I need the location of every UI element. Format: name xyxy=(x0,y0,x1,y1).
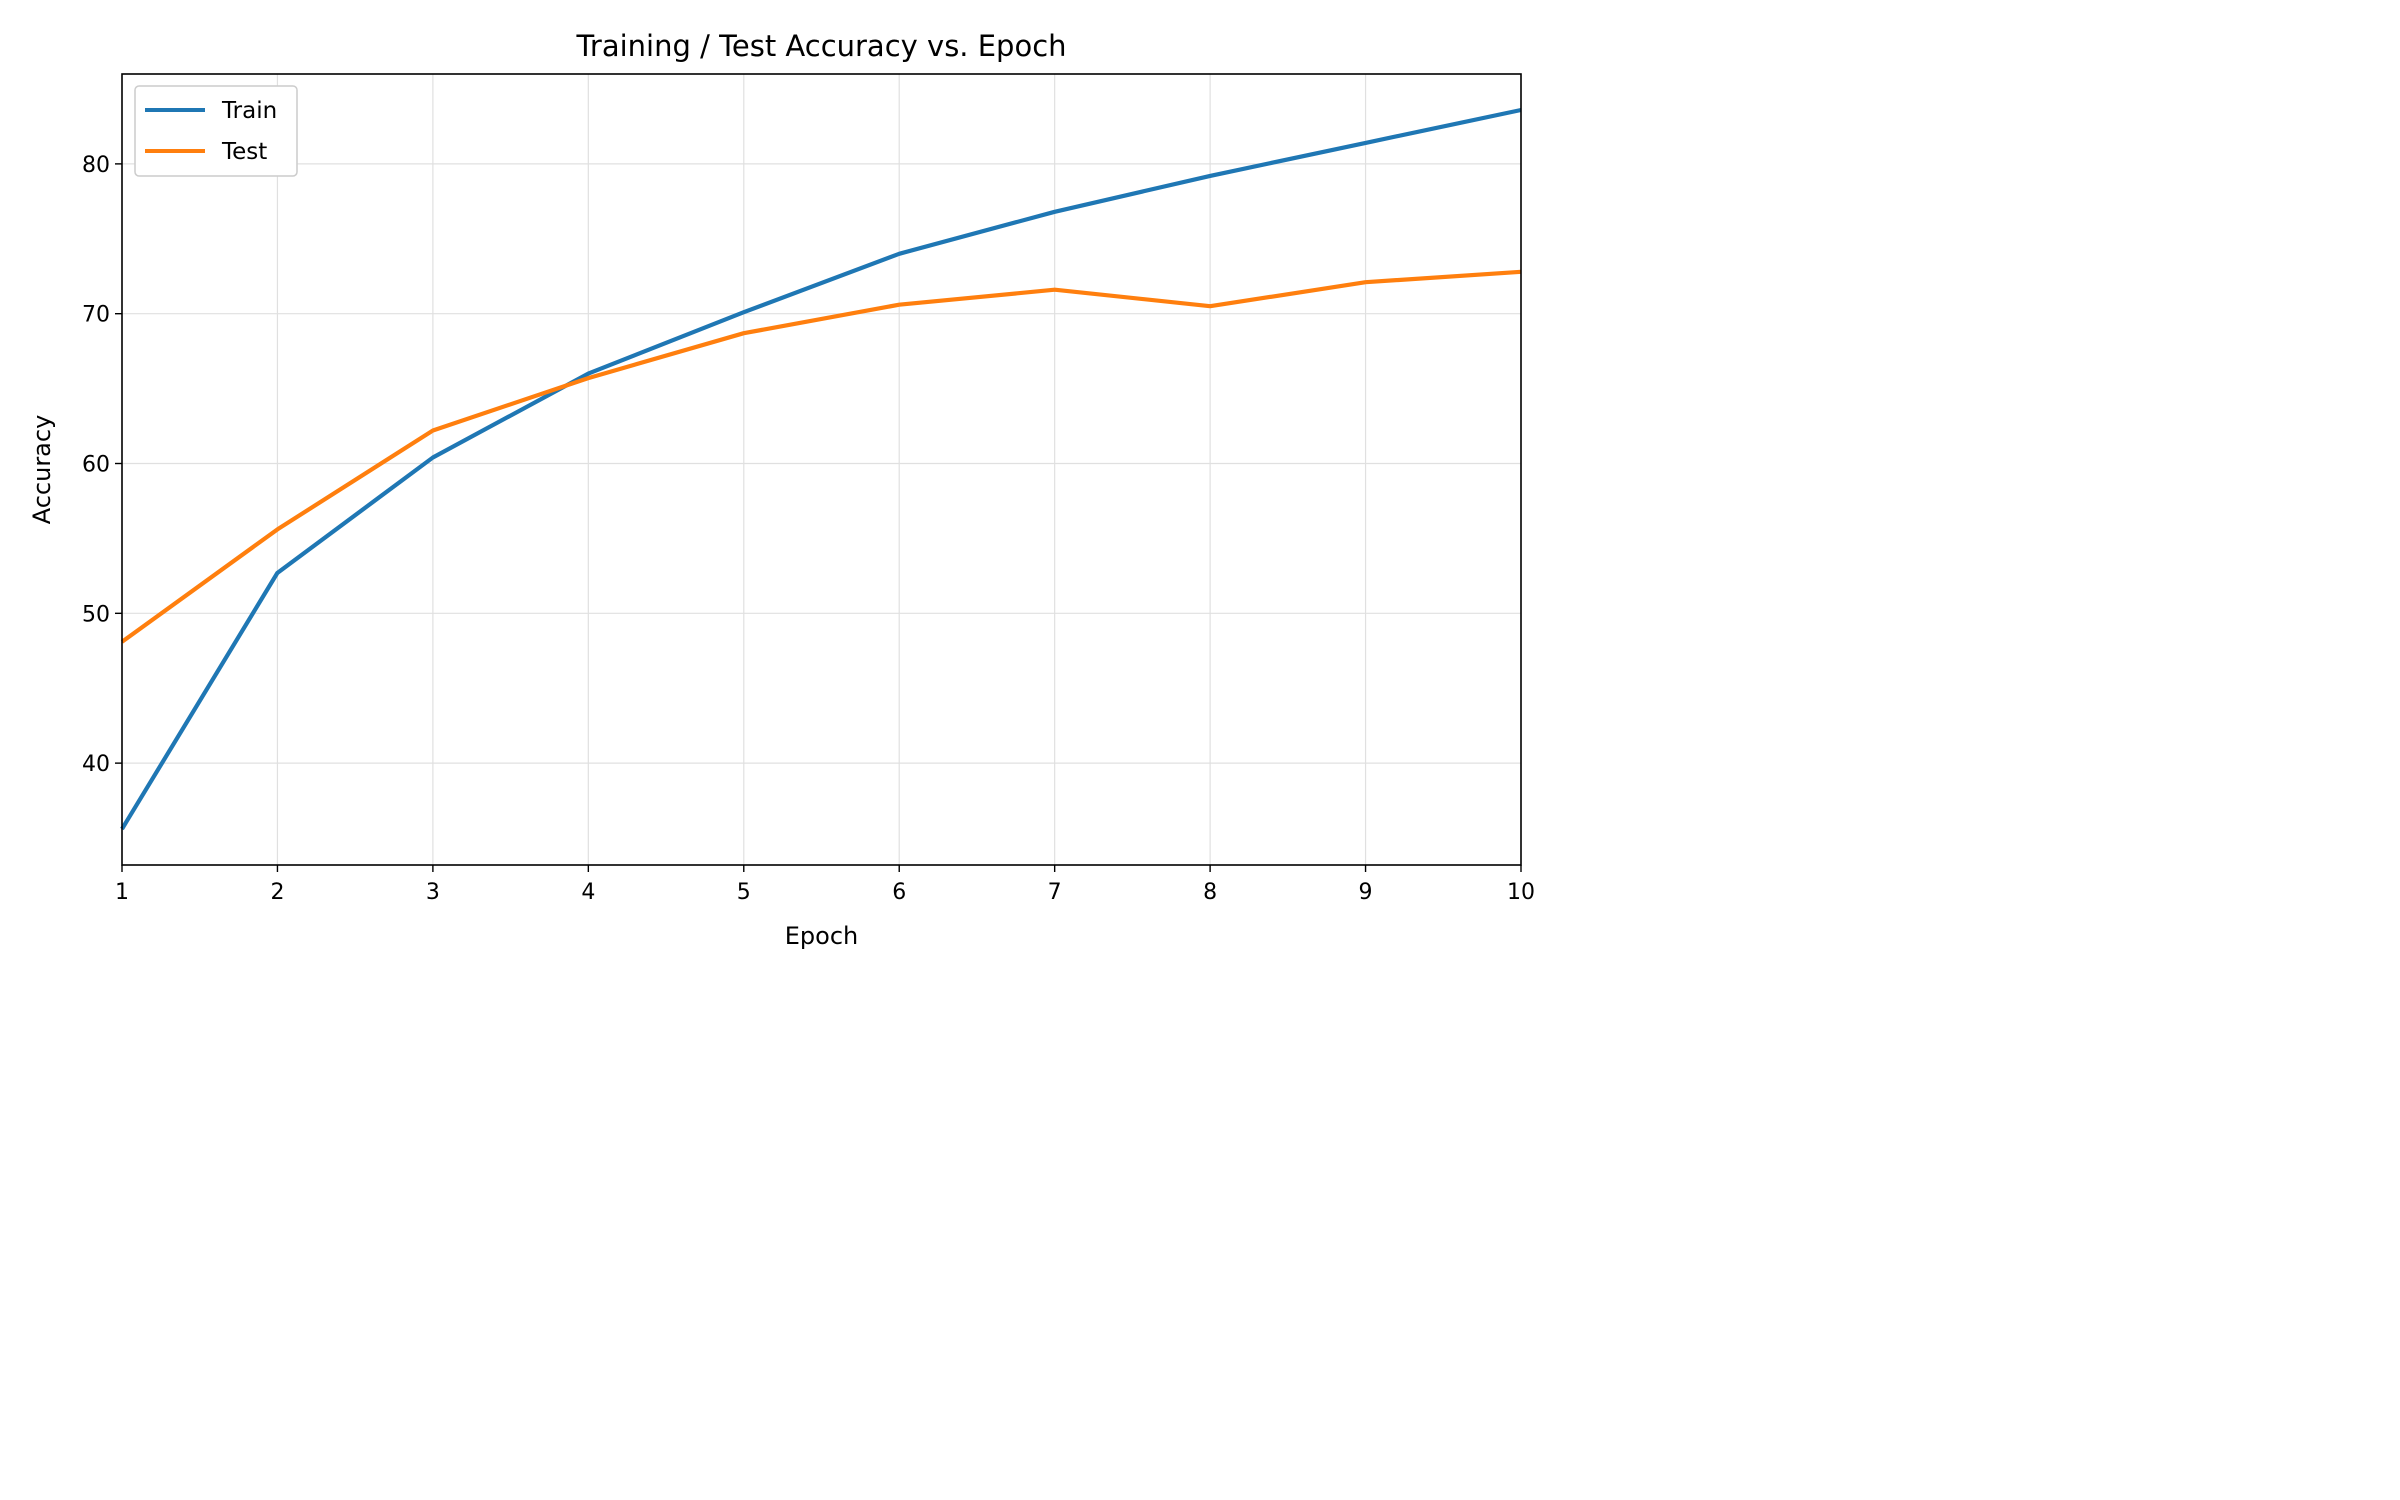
y-tick-label: 70 xyxy=(82,303,110,328)
legend-label-test: Test xyxy=(221,139,267,165)
y-tick-label: 40 xyxy=(82,752,110,777)
accuracy-line-chart: 1 2 3 4 5 6 7 8 9 10 40 50 60 70 80 Training / Test Ac… xyxy=(0,0,1568,980)
series-line-train xyxy=(120,107,1522,831)
x-tick-label: 9 xyxy=(1359,880,1373,905)
x-tick-label: 1 xyxy=(115,880,129,905)
y-tick-label: 60 xyxy=(82,453,110,478)
y-tick-label: 80 xyxy=(82,153,110,178)
y-axis-label: Accuracy xyxy=(28,415,56,525)
x-tick-label: 2 xyxy=(270,880,284,905)
x-axis-label: Epoch xyxy=(785,922,859,950)
x-tick-label: 3 xyxy=(426,880,440,905)
x-tick-label: 6 xyxy=(892,880,906,905)
y-tick-label: 50 xyxy=(82,602,110,627)
x-tick-label: 4 xyxy=(581,880,595,905)
plot-area-frame xyxy=(121,73,1522,866)
chart-title: Training / Test Accuracy vs. Epoch xyxy=(575,29,1066,63)
x-tick-label: 10 xyxy=(1507,880,1535,905)
series-line-test xyxy=(120,269,1522,644)
legend: Train Test xyxy=(134,85,298,177)
x-tick-label: 8 xyxy=(1203,880,1217,905)
x-tick-label: 7 xyxy=(1048,880,1062,905)
axis-ticks: 1 2 3 4 5 6 7 8 9 10 40 50 60 70 80 xyxy=(82,153,1535,905)
x-tick-label: 5 xyxy=(737,880,751,905)
legend-label-train: Train xyxy=(221,98,277,124)
